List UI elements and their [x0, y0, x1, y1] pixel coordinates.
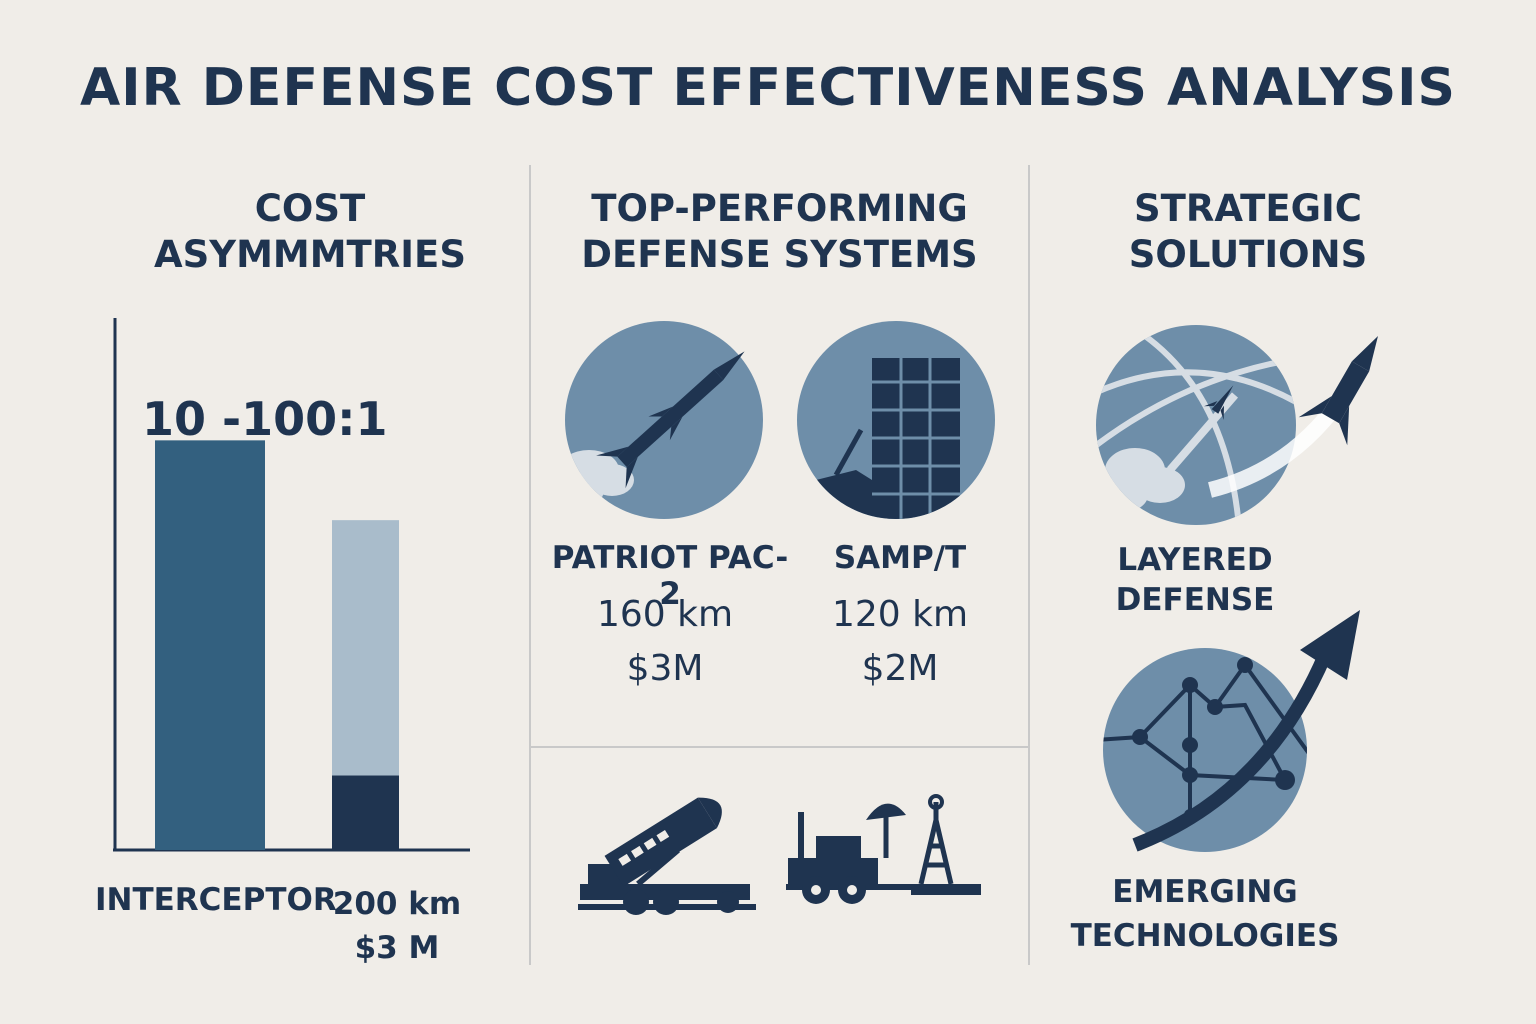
emerging-technologies-label: EMERGING TECHNOLOGIES: [1060, 870, 1350, 958]
mobile-launcher-icon: [578, 797, 756, 915]
page-title: AIR DEFENSE COST EFFECTIVENESS ANALYSIS: [80, 58, 1456, 118]
heading-line-2: SOLUTIONS: [1128, 233, 1368, 276]
system-range-sampt: 120 km: [831, 594, 969, 635]
cost-asymmetries-heading: COST ASYMMMTRIES: [80, 186, 540, 278]
label-line-1: LAYERED: [1117, 542, 1273, 578]
label-line-2: DEFENSE: [1115, 582, 1275, 618]
radar-vehicle-icon: [786, 794, 981, 904]
heading-line-2: DEFENSE SYSTEMS: [581, 233, 978, 276]
layered-globe-icon: [1096, 325, 1378, 525]
strategic-solutions-heading: STRATEGIC SOLUTIONS: [1030, 186, 1466, 278]
divider-left: [529, 165, 531, 965]
top-performing-heading: TOP-PERFORMING DEFENSE SYSTEMS: [531, 186, 1028, 278]
launcher-canisters-icon: [797, 321, 995, 519]
heading-line-1: STRATEGIC: [1134, 187, 1362, 230]
label-line-2: TECHNOLOGIES: [1070, 918, 1340, 954]
bar-segment-1: [332, 775, 399, 850]
bar-label-second: 200 km $3 M: [322, 882, 472, 970]
missile-icon: [565, 321, 763, 519]
network-growth-icon: [1103, 610, 1360, 852]
system-range-patriot: 160 km: [596, 594, 734, 635]
bar-label-cost: $3 M: [354, 930, 440, 966]
heading-line-2: ASYMMMTRIES: [154, 233, 466, 276]
system-cost-sampt: $2M: [861, 648, 939, 689]
system-cost-patriot: $3M: [626, 648, 704, 689]
divider-middle-horizontal: [531, 746, 1028, 748]
bar-label-range: 200 km: [332, 886, 462, 922]
system-name-sampt: SAMP/T: [833, 540, 967, 576]
heading-line-1: TOP-PERFORMING: [591, 187, 968, 230]
system-name-patriot: PATRIOT PAC-2: [551, 540, 789, 612]
bar-0: [155, 440, 265, 850]
ratio-label: 10 -100:1: [142, 392, 388, 446]
bar-label-interceptor: INTERCEPTOR: [95, 882, 337, 918]
heading-line-1: COST: [254, 187, 366, 230]
layered-defense-label: LAYERED DEFENSE: [1090, 540, 1300, 620]
label-line-1: EMERGING: [1112, 874, 1298, 910]
divider-right: [1028, 165, 1030, 965]
